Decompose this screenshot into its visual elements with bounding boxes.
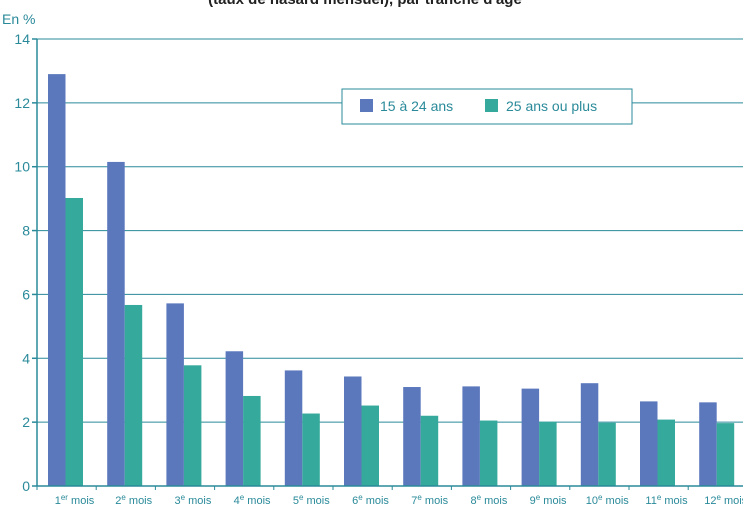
y-tick-label: 2: [22, 414, 30, 430]
x-tick-label: 8e mois: [470, 493, 507, 506]
chart-title: (taux de hasard mensuel), par tranche d'…: [208, 0, 522, 8]
x-tick-label: 12e mois: [704, 493, 743, 506]
bar-series-2: [243, 395, 261, 486]
y-axis-unit-label: En %: [2, 11, 35, 27]
x-tick-label: 2e mois: [115, 493, 152, 506]
bar-series-2: [657, 419, 675, 486]
bar-series-2: [539, 421, 557, 486]
x-tick-label: 9e mois: [530, 493, 567, 506]
x-tick-label: 11e mois: [645, 493, 688, 506]
bar-series-1: [640, 401, 658, 486]
bar-series-2: [124, 304, 143, 486]
bar-series-1: [521, 388, 540, 486]
x-tick-label: 6e mois: [352, 493, 389, 506]
x-tick-label: 1er mois: [55, 493, 95, 506]
legend-label-series-1: 15 à 24 ans: [380, 98, 453, 114]
bar-series-2: [302, 413, 320, 486]
y-tick-label: 6: [22, 286, 30, 302]
bar-series-2: [479, 420, 498, 486]
y-tick-label: 0: [22, 478, 30, 494]
y-axis-ticks: 0 2 4 6 8 10 12 14: [14, 31, 37, 494]
legend-swatch-series-2: [485, 99, 498, 112]
x-tick-label: 5e mois: [293, 493, 330, 506]
bar-series-1: [166, 303, 184, 486]
legend: 15 à 24 ans 25 ans ou plus: [341, 88, 633, 125]
x-tick-label: 10e mois: [586, 493, 629, 506]
bar-series-1: [284, 370, 303, 486]
bar-series-2: [65, 198, 83, 487]
x-tick-label: 3e mois: [174, 493, 211, 506]
y-tick-label: 14: [14, 31, 30, 47]
x-tick-label: 7e mois: [411, 493, 448, 506]
y-tick-label: 10: [14, 159, 30, 175]
bars: [48, 74, 735, 487]
bar-series-2: [420, 415, 439, 486]
bar-series-1: [580, 383, 599, 486]
bar-series-2: [183, 365, 202, 486]
bar-series-2: [598, 422, 616, 486]
bar-series-1: [344, 376, 362, 486]
y-tick-label: 12: [14, 95, 30, 111]
bar-series-1: [403, 387, 421, 486]
bar-series-1: [107, 161, 125, 487]
x-tick-label: 4e mois: [234, 493, 271, 506]
bar-series-2: [361, 405, 379, 486]
y-tick-label: 4: [22, 350, 30, 366]
bar-series-1: [225, 351, 244, 486]
bar-series-1: [462, 386, 480, 486]
bar-series-1: [48, 74, 66, 486]
y-tick-label: 8: [22, 223, 30, 239]
legend-label-series-2: 25 ans ou plus: [506, 98, 597, 114]
legend-swatch-series-1: [360, 99, 373, 112]
bar-series-2: [716, 423, 735, 486]
x-axis-labels: 1er mois 2e mois 3e mois 4e mois 5e mois 6e m…: [36, 486, 743, 506]
bar-series-1: [699, 402, 717, 486]
